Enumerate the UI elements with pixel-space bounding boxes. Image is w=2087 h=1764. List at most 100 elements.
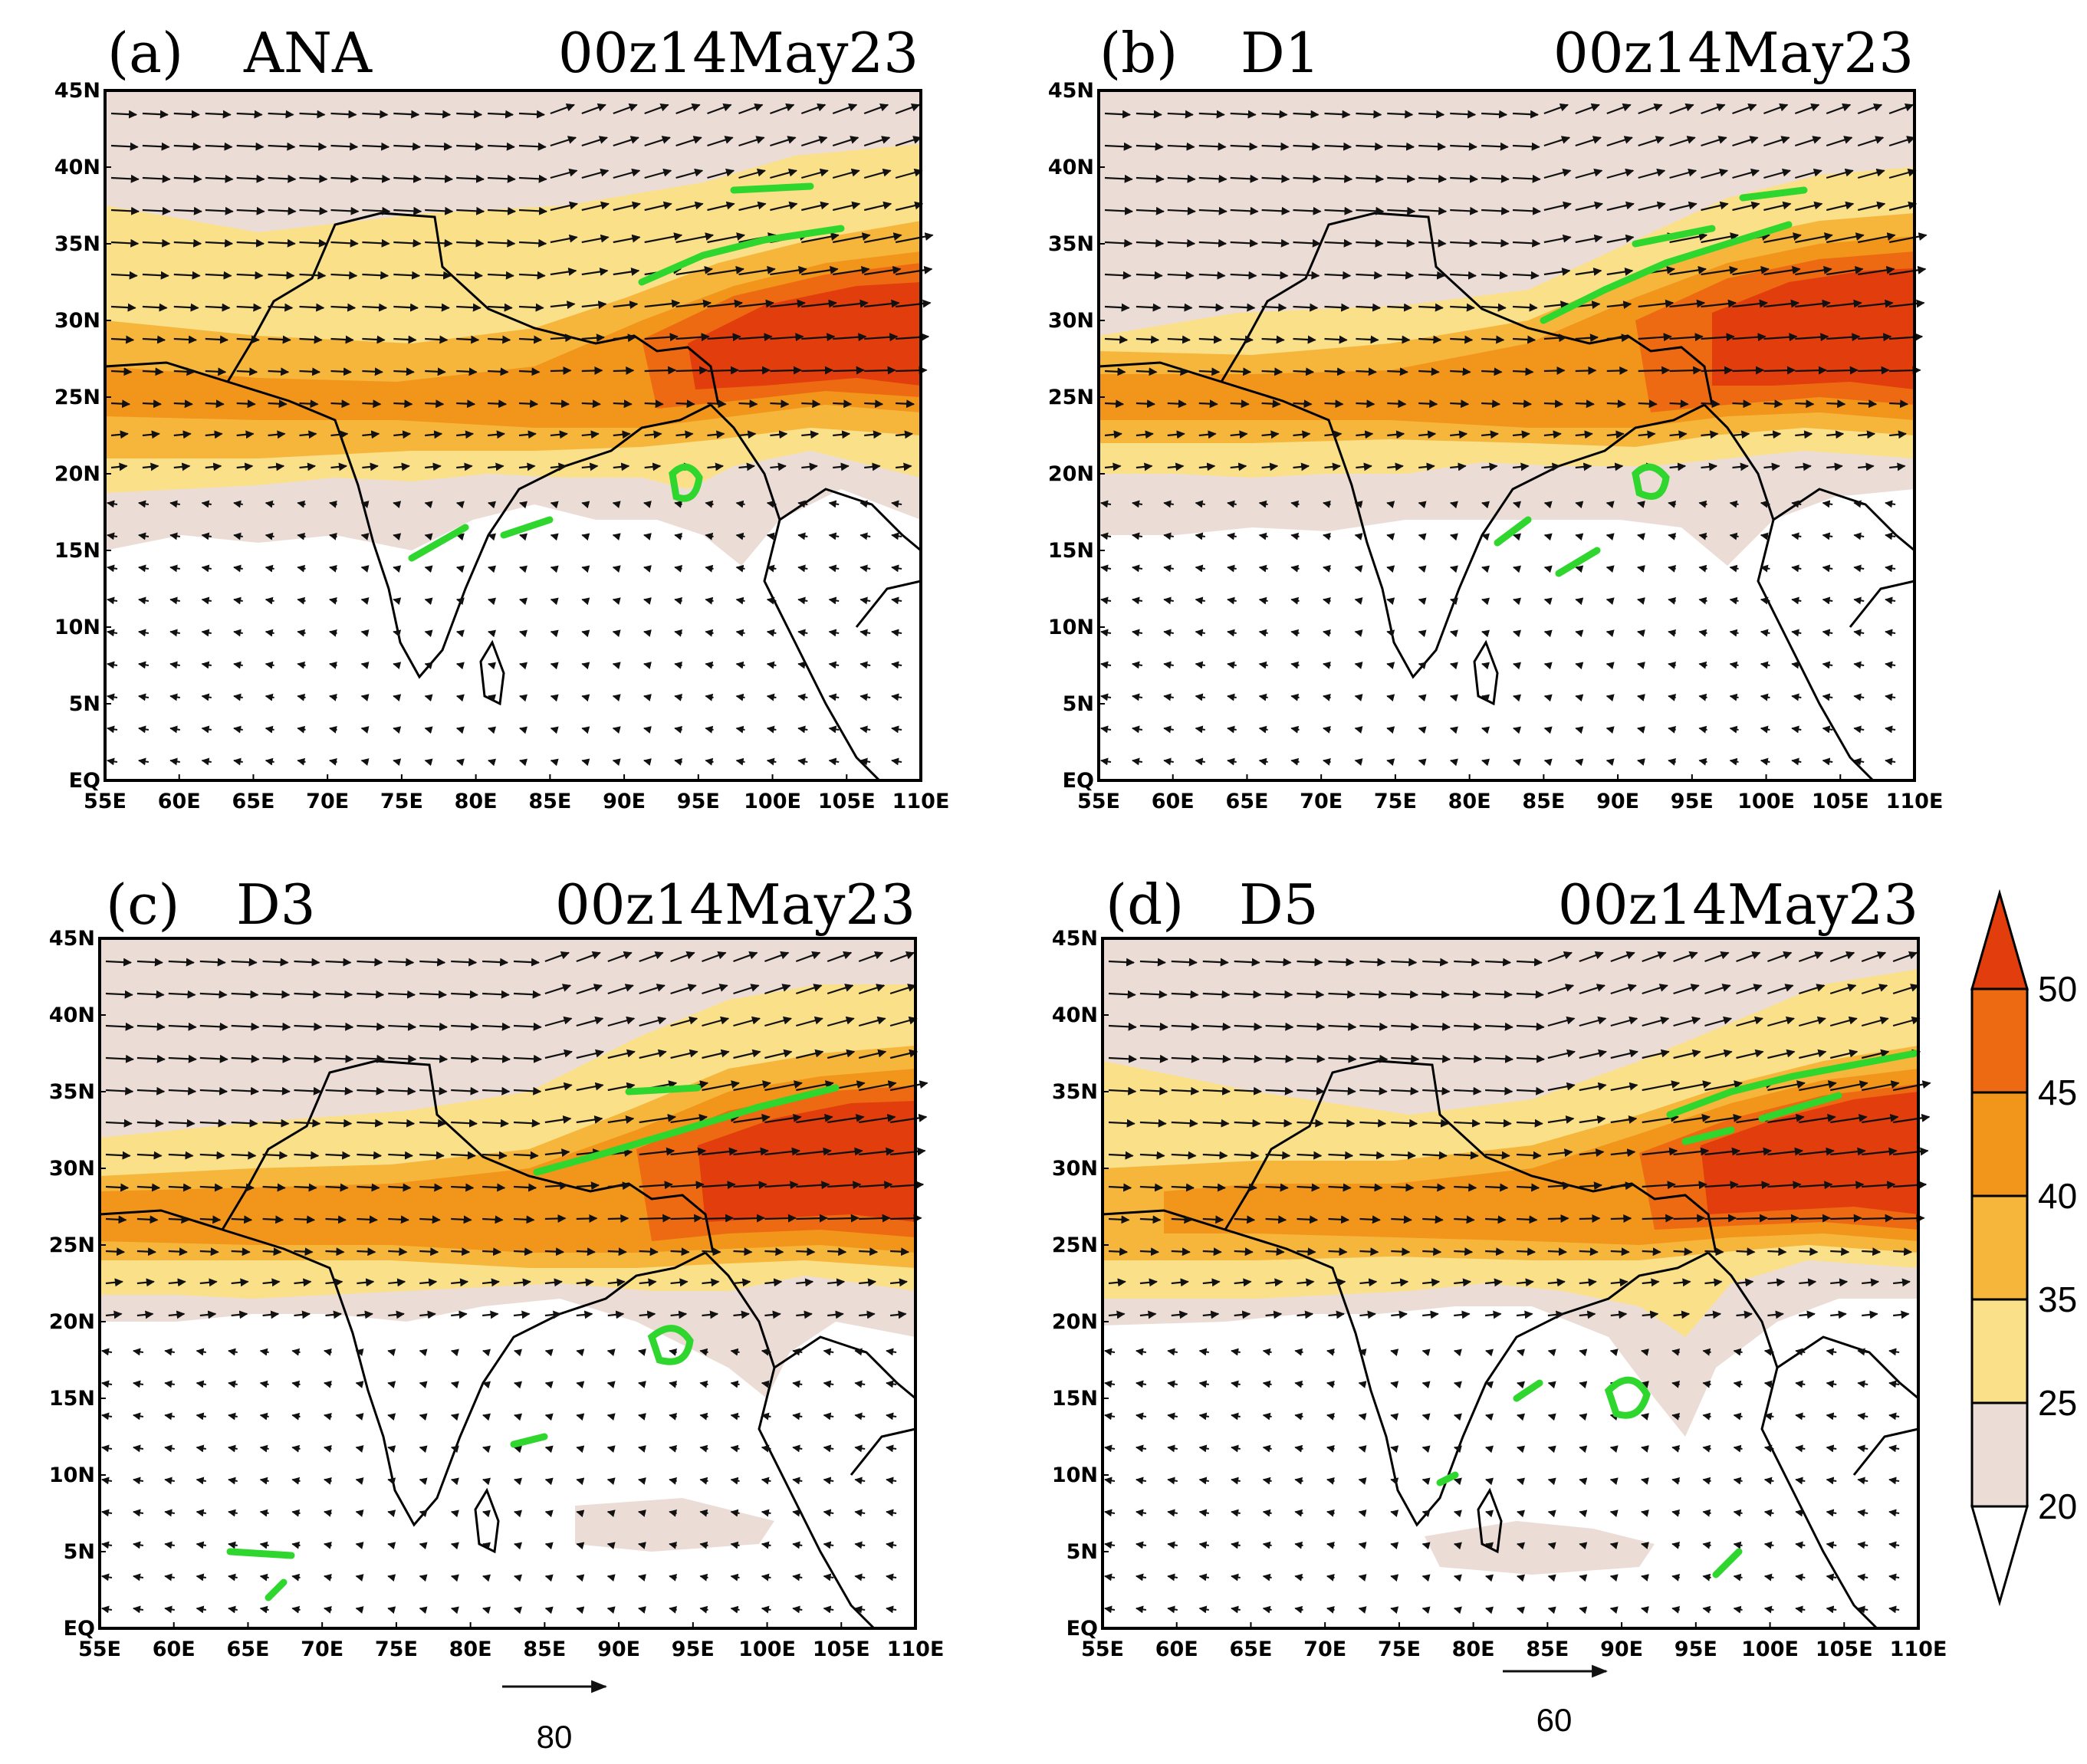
wind-arrow: [643, 758, 652, 766]
wind-arrow: [801, 232, 840, 244]
wind-arrow: [142, 174, 171, 183]
wind-arrow: [233, 725, 243, 734]
wind-arrow: [832, 103, 858, 115]
wind-arrow: [770, 462, 787, 471]
lon-tick-label: 60E: [153, 1638, 196, 1661]
wind-arrow: [1642, 1247, 1661, 1256]
wind-arrow: [393, 303, 419, 312]
lat-tick-label: 35N: [49, 1080, 95, 1104]
wind-arrow: [455, 501, 465, 509]
colorbar: 20 25 35 40 45 50: [1970, 889, 2077, 1607]
wind-arrow: [1481, 399, 1501, 409]
wind-arrow: [294, 1247, 314, 1256]
wind-arrow: [1799, 1247, 1819, 1256]
colorbar-label: 40: [2038, 1176, 2077, 1216]
wind-arrow: [519, 694, 528, 702]
panel-c-label: (c): [106, 872, 180, 937]
lon-tick-label: 90E: [1596, 790, 1639, 813]
wind-arrow: [173, 206, 202, 215]
panel-a-time: 00z14May23: [558, 21, 919, 85]
wind-arrow: [612, 629, 621, 638]
wind-arrow: [205, 399, 225, 409]
wind-arrow: [1579, 1247, 1599, 1256]
wind-arrow: [1261, 142, 1290, 151]
colorbar-segment: [1970, 1401, 2029, 1508]
wind-arrow: [168, 1215, 190, 1224]
wind-arrow: [770, 168, 797, 179]
wind-arrow: [488, 271, 514, 280]
wind-arrow: [299, 206, 328, 215]
wind-arrow: [425, 238, 453, 248]
wind-arrow: [1324, 142, 1352, 151]
wind-arrow: [1543, 366, 1566, 375]
wind-arrow: [1732, 103, 1757, 115]
wind-arrow: [393, 597, 402, 606]
wind-arrow: [612, 662, 621, 670]
colorbar-upper-triangle: [1970, 889, 2029, 990]
panel-d: (d) D5 00z14May23: [1052, 872, 1947, 1661]
wind-arrow: [1763, 366, 1796, 375]
wind-arrow: [297, 693, 306, 701]
wind-arrow: [675, 168, 704, 179]
wind-arrow: [859, 564, 871, 573]
wind-arrow: [519, 597, 528, 606]
wind-arrow: [325, 1247, 345, 1256]
wind-arrow: [518, 142, 547, 151]
wind-arrow: [1763, 168, 1791, 179]
wind-arrow: [644, 462, 662, 471]
wind-arrow: [1293, 335, 1316, 344]
wind-arrow: [173, 271, 201, 280]
wind-arrow: [833, 265, 870, 276]
wind-arrow: [1359, 1247, 1379, 1256]
wind-arrow: [1669, 136, 1696, 147]
wind-arrow: [705, 564, 714, 573]
wind-arrow: [895, 430, 913, 439]
wind-arrow: [1422, 1183, 1446, 1192]
wind-arrow: [329, 500, 337, 508]
wind-arrow: [735, 693, 745, 701]
wind-arrow: [1356, 367, 1377, 376]
wind-arrow: [299, 335, 323, 344]
wind-arrow: [613, 301, 639, 310]
wind-speed-shading: [105, 90, 921, 566]
wind-arrow: [110, 174, 140, 183]
wind-arrow: [738, 136, 765, 147]
wind-arrow: [456, 399, 476, 409]
wind-arrow: [1763, 399, 1783, 409]
wind-arrow: [770, 136, 797, 147]
wind-arrow: [110, 462, 128, 471]
wind-arrow: [1512, 399, 1533, 409]
wind-arrow: [1512, 110, 1539, 119]
lon-tick-label: 95E: [1671, 790, 1714, 813]
panel-a: (a) ANA 00z14May23: [54, 21, 950, 813]
wind-arrow: [766, 629, 777, 637]
shade-50-plus: [688, 282, 921, 389]
wind-arrow: [859, 532, 871, 540]
wind-arrow: [796, 1247, 816, 1256]
wind-arrow: [265, 500, 274, 508]
wind-arrow: [1230, 142, 1258, 151]
wind-arrow: [801, 299, 837, 308]
wind-arrow: [142, 430, 160, 439]
wind-arrow: [173, 430, 192, 439]
wind-arrow: [518, 367, 541, 376]
wind-arrow: [1293, 142, 1321, 151]
wind-arrow: [424, 662, 433, 670]
wind-arrow: [1387, 110, 1414, 119]
lon-tick-label: 85E: [528, 790, 571, 813]
wind-arrow: [581, 234, 610, 244]
wind-arrow: [895, 136, 922, 147]
wind-arrow: [827, 1214, 859, 1223]
wind-arrow: [513, 1247, 534, 1256]
wind-arrow: [1139, 1247, 1159, 1256]
wind-arrow: [330, 110, 357, 119]
wind-arrow: [265, 532, 274, 540]
india-coast: [1098, 361, 1705, 679]
wind-arrow: [581, 103, 606, 115]
wind-arrow: [674, 629, 683, 637]
lat-tick-label: 40N: [1048, 156, 1094, 179]
wind-arrow: [766, 532, 777, 540]
wind-arrow: [362, 430, 380, 439]
wind-arrow: [455, 726, 465, 734]
